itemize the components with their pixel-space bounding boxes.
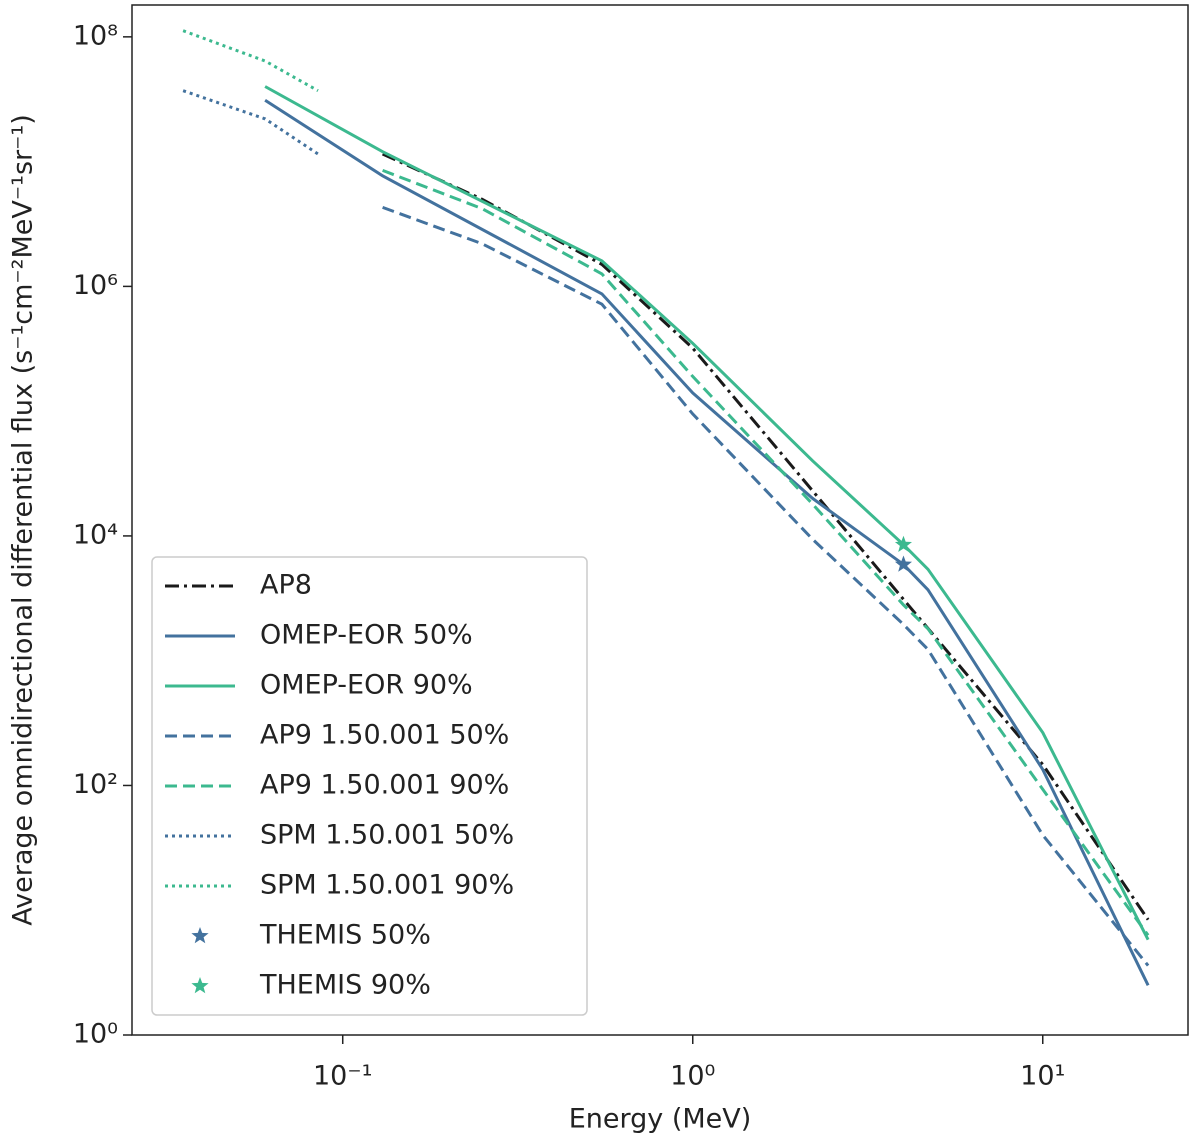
legend-label: AP9 1.50.001 50% [260, 720, 509, 751]
y-axis-label: Average omnidirectional differential flu… [8, 114, 39, 925]
series-line [381, 152, 1150, 921]
series-line [182, 89, 319, 156]
y-tick-label: 10⁰ [73, 1019, 118, 1050]
star-marker [894, 535, 912, 552]
series-line [382, 168, 1150, 937]
legend-label: AP8 [260, 570, 312, 601]
legend-marker [191, 977, 209, 994]
legend-box [151, 556, 588, 1016]
x-tick-label: 10¹ [1020, 1061, 1065, 1092]
series-line [382, 205, 1150, 967]
y-tick-label: 10² [73, 769, 118, 800]
y-tick-label: 10⁸ [73, 20, 118, 51]
legend: AP8 OMEP-EOR 50% OMEP-EOR 90% AP9 1.50.001 … [151, 556, 588, 1016]
legend-marker [191, 927, 209, 944]
legend-label: OMEP-EOR 90% [260, 670, 473, 701]
legend-label: THEMIS 50% [259, 920, 431, 951]
series-line [264, 85, 1150, 941]
legend-label: SPM 1.50.001 50% [260, 820, 514, 851]
series-line [182, 29, 319, 93]
star-marker [894, 555, 912, 572]
legend-label: SPM 1.50.001 90% [260, 870, 514, 901]
y-tick-label: 10⁴ [73, 519, 118, 550]
legend-label: OMEP-EOR 50% [260, 620, 473, 651]
x-tick-label: 10⁰ [670, 1061, 715, 1092]
series-line [264, 99, 1150, 986]
x-tick-label: 10⁻¹ [313, 1061, 372, 1092]
plot-frame [131, 4, 1189, 1036]
legend-label: THEMIS 90% [259, 970, 431, 1001]
y-tick-label: 10⁶ [73, 270, 118, 301]
x-axis-label: Energy (MeV) [569, 1104, 752, 1135]
legend-label: AP9 1.50.001 90% [260, 770, 509, 801]
